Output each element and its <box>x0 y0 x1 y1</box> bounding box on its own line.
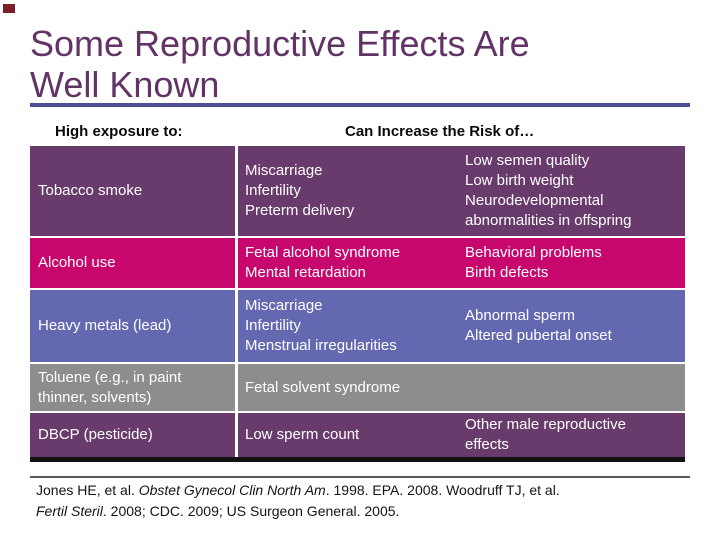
risk-cell-right: Abnormal sperm Altered pubertal onset <box>465 290 612 362</box>
risk-line: Altered pubertal onset <box>465 327 612 344</box>
risk-cell-mid: Low sperm count <box>245 413 359 457</box>
citation-line1: Jones HE, et al. Obstet Gynecol Clin Nor… <box>36 480 686 501</box>
risk-line: abnormalities in offspring <box>465 212 632 229</box>
risk-cell-mid: Fetal alcohol syndrome Mental retardatio… <box>245 238 400 288</box>
page-title: Some Reproductive Effects Are Well Known <box>30 23 650 105</box>
risk-cell-right: Other male reproductive effects <box>465 413 626 457</box>
risk-cells: Miscarriage Infertility Preterm delivery… <box>238 146 685 236</box>
exposure-text: Heavy metals (lead) <box>38 317 172 334</box>
risk-cells: Low sperm count Other male reproductive … <box>238 413 685 457</box>
citation-journal: Fertil Steril <box>36 503 103 519</box>
risk-line: Infertility <box>245 317 301 334</box>
risk-cell-right: Low semen quality Low birth weight Neuro… <box>465 146 631 236</box>
risk-line: Mental retardation <box>245 264 366 281</box>
exposure-text: DBCP (pesticide) <box>38 426 153 443</box>
risk-line: Miscarriage <box>245 162 323 179</box>
risk-line: Low sperm count <box>245 426 360 443</box>
exposure-risk-table: Tobacco smoke Miscarriage Infertility Pr… <box>30 146 685 459</box>
citation-footer: Jones HE, et al. Obstet Gynecol Clin Nor… <box>36 480 686 522</box>
risk-cells: Miscarriage Infertility Menstrual irregu… <box>238 290 685 362</box>
column-header-risk: Can Increase the Risk of… <box>345 123 535 140</box>
risk-line: effects <box>465 436 509 453</box>
exposure-cell: Tobacco smoke <box>30 146 238 236</box>
risk-cells: Fetal alcohol syndrome Mental retardatio… <box>238 238 685 288</box>
exposure-text: thinner, solvents) <box>38 388 152 406</box>
exposure-text: Tobacco smoke <box>38 182 143 199</box>
risk-line: Menstrual irregularities <box>245 337 397 354</box>
table-row: Alcohol use Fetal alcohol syndrome Menta… <box>30 238 685 288</box>
table-row: DBCP (pesticide) Low sperm count Other m… <box>30 413 685 457</box>
table-row: Toluene (e.g., in paint thinner, solvent… <box>30 364 685 411</box>
citation-journal: Obstet Gynecol Clin North Am <box>138 482 326 498</box>
risk-cell-merged: Fetal solvent syndrome <box>245 364 400 411</box>
citation-segment: . 2008; CDC. 2009; US Surgeon General. 2… <box>102 503 400 519</box>
exposure-text: Toluene (e.g., in paint <box>38 368 182 386</box>
citation-segment: Jones HE, et al. <box>36 482 139 498</box>
table-row: Heavy metals (lead) Miscarriage Infertil… <box>30 290 685 362</box>
exposure-cell: Heavy metals (lead) <box>30 290 238 362</box>
risk-cell-mid: Miscarriage Infertility Preterm delivery <box>245 146 354 236</box>
exposure-cell: Alcohol use <box>30 238 238 288</box>
exposure-cell: DBCP (pesticide) <box>30 413 238 457</box>
page-title-line2: Well Known <box>30 64 220 105</box>
risk-line: Neurodevelopmental <box>465 192 604 209</box>
citation-line2: Fertil Steril. 2008; CDC. 2009; US Surge… <box>36 501 686 522</box>
risk-line: Infertility <box>245 182 301 199</box>
risk-line: Behavioral problems <box>465 244 602 261</box>
footer-divider <box>30 476 690 478</box>
risk-line: Low semen quality <box>465 152 590 169</box>
column-header-exposure: High exposure to: <box>55 123 183 140</box>
risk-line: Other male reproductive <box>465 416 626 433</box>
risk-line: Miscarriage <box>245 297 323 314</box>
exposure-text: Alcohol use <box>38 254 116 271</box>
risk-line: Fetal alcohol syndrome <box>245 244 401 261</box>
risk-line: Fetal solvent syndrome <box>245 378 401 396</box>
exposure-cell: Toluene (e.g., in paint thinner, solvent… <box>30 364 238 411</box>
citation-segment: . 1998. EPA. 2008. Woodruff TJ, et al. <box>325 482 560 498</box>
table-row: Tobacco smoke Miscarriage Infertility Pr… <box>30 146 685 236</box>
risk-line: Low birth weight <box>465 172 574 189</box>
corner-accent-mark <box>3 4 15 13</box>
risk-line: Birth defects <box>465 264 549 281</box>
risk-cell-mid: Miscarriage Infertility Menstrual irregu… <box>245 290 397 362</box>
page-title-line1: Some Reproductive Effects Are <box>30 23 530 64</box>
risk-cells: Fetal solvent syndrome <box>238 364 685 411</box>
risk-cell-right: Behavioral problems Birth defects <box>465 238 602 288</box>
table-bottom-border <box>30 457 685 462</box>
title-divider <box>30 103 690 107</box>
risk-line: Abnormal sperm <box>465 307 576 324</box>
risk-line: Preterm delivery <box>245 202 355 219</box>
